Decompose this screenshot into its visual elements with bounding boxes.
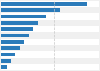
Bar [1, 7, 99, 13]
Bar [1, 32, 99, 39]
Bar [1, 15, 46, 18]
Bar [1, 53, 15, 56]
Bar [1, 64, 99, 70]
Bar [1, 27, 33, 31]
Bar [1, 2, 86, 6]
Bar [1, 59, 11, 63]
Bar [1, 58, 99, 64]
Bar [1, 34, 29, 37]
Bar [1, 51, 99, 58]
Bar [1, 65, 7, 69]
Bar [1, 26, 99, 32]
Bar [1, 40, 24, 44]
Bar [1, 20, 99, 26]
Bar [1, 45, 99, 51]
Bar [1, 8, 60, 12]
Bar [1, 1, 99, 7]
Bar [1, 46, 20, 50]
Bar [1, 21, 38, 25]
Bar [1, 39, 99, 45]
Bar [1, 13, 99, 20]
